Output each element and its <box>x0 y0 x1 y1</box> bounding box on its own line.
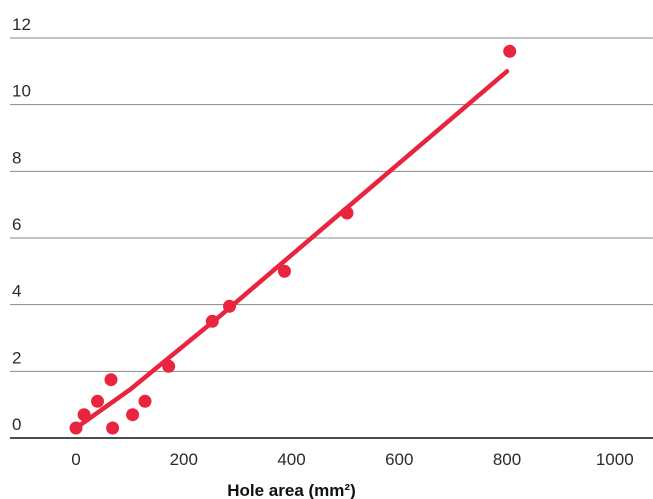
y-tick-label-4: 4 <box>12 282 21 301</box>
data-point-9 <box>205 314 219 328</box>
x-tick-label-400: 400 <box>277 450 305 469</box>
data-point-12 <box>340 206 354 220</box>
trend-line <box>73 69 510 431</box>
y-tick-label-10: 10 <box>12 82 31 101</box>
x-tick-label-200: 200 <box>170 450 198 469</box>
x-axis-title: Hole area (mm²) <box>227 481 355 499</box>
x-tick-label-0: 0 <box>71 450 80 469</box>
data-point-6 <box>126 408 140 422</box>
y-tick-label-2: 2 <box>12 348 21 367</box>
data-point-8 <box>162 359 176 373</box>
data-point-10 <box>223 299 236 313</box>
x-tick-label-800: 800 <box>493 450 521 469</box>
y-tick-label-0: 0 <box>12 415 21 434</box>
x-tick-label-1000: 1000 <box>596 450 634 469</box>
data-point-13 <box>503 44 517 58</box>
data-point-5 <box>106 421 120 435</box>
y-tick-label-8: 8 <box>12 148 21 167</box>
data-point-3 <box>91 394 104 408</box>
x-tick-label-600: 600 <box>385 450 413 469</box>
y-tick-label-12: 12 <box>12 15 31 34</box>
data-point-4 <box>104 373 118 387</box>
data-point-1 <box>69 421 83 435</box>
y-tick-label-6: 6 <box>12 215 21 234</box>
data-point-7 <box>138 394 152 408</box>
data-point-11 <box>278 264 291 278</box>
data-point-2 <box>77 408 91 422</box>
